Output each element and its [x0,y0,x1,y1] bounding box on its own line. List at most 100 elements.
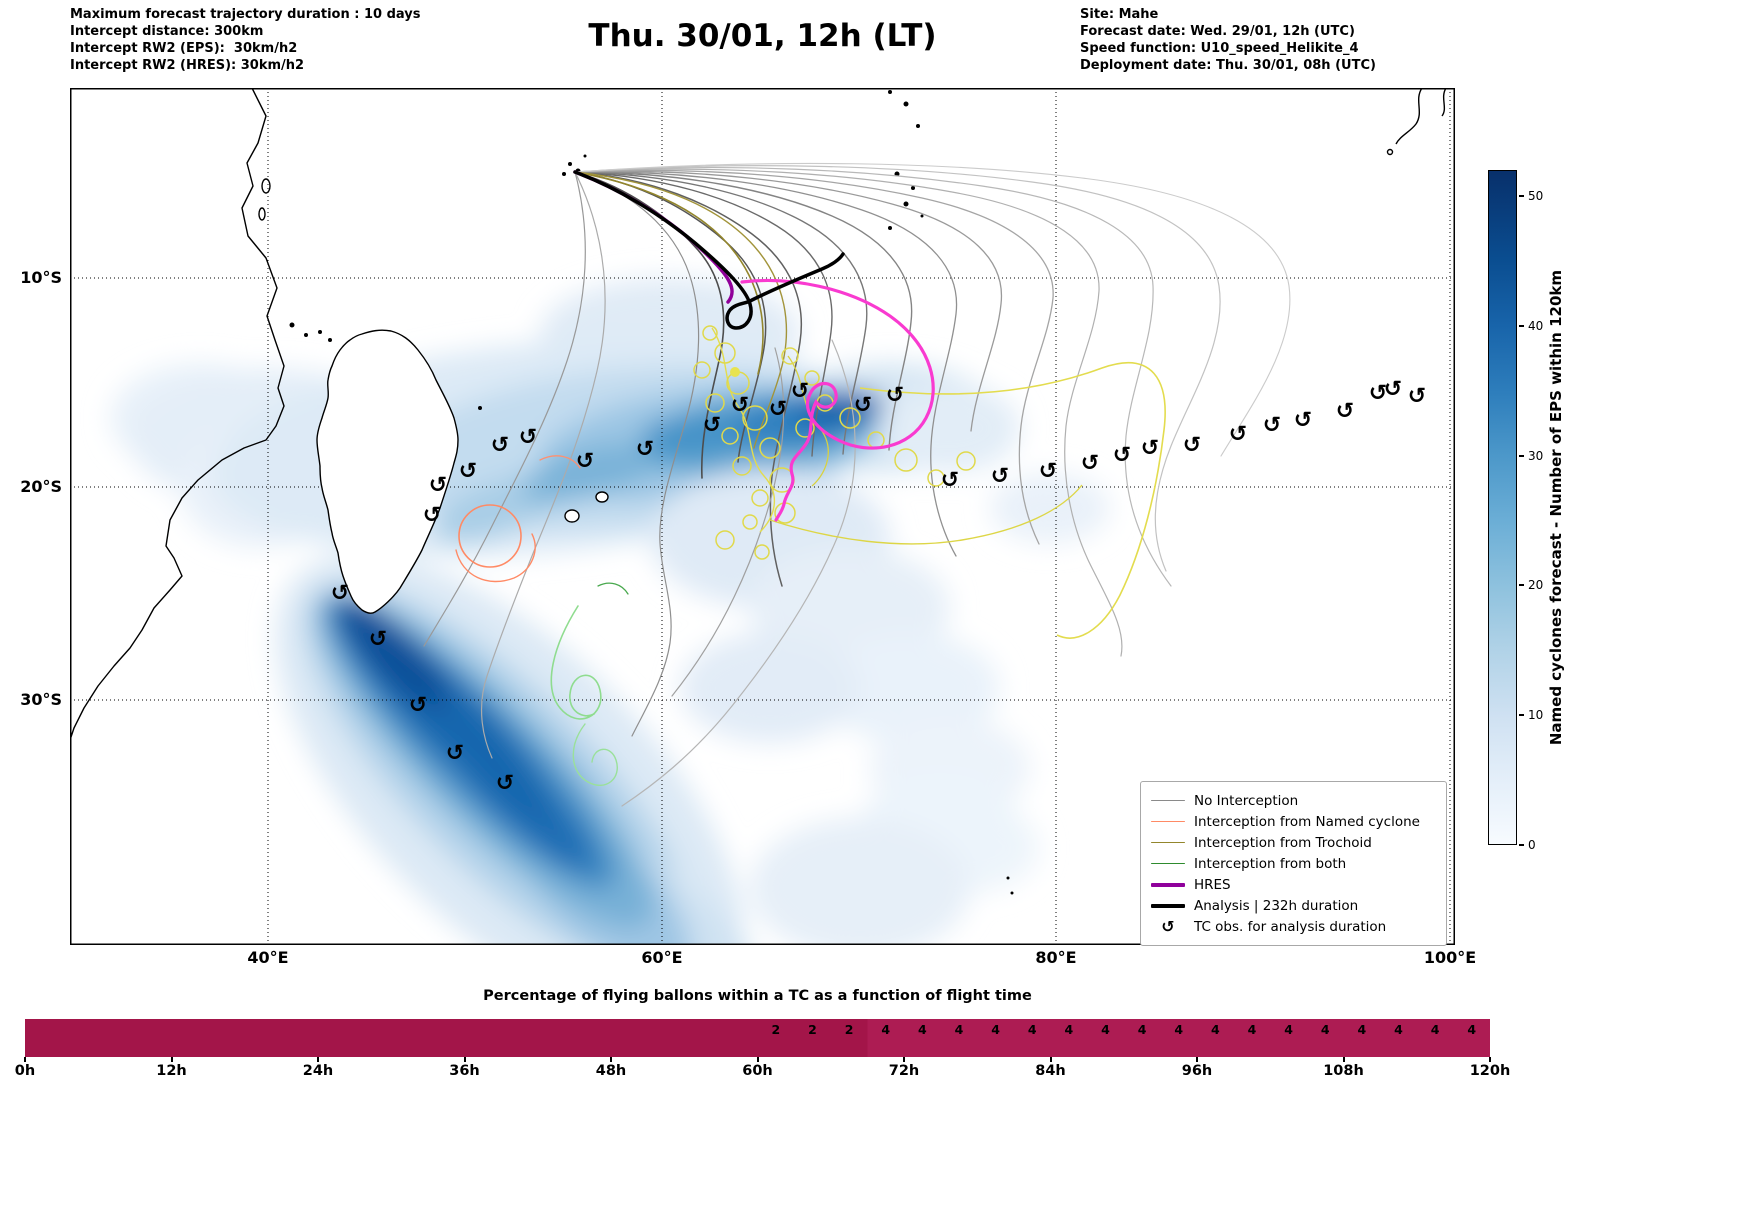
map-svg: ↺↺↺↺ ↺↺ ↺↺↺ ↺↺↺ ↺↺ ↺ ↺ ↺ ↺ ↺ ↺ ↺ ↺ ↺ ↺↺↺ ↺↺↺↺↺↺ [69,87,1455,1050]
speed-function-text: Speed function: U10_speed_Helikite_4 [1080,41,1359,56]
bottom-axis-tick-label: 24h [302,1063,334,1079]
colorbar-tick-label: 30 [1519,449,1543,463]
legend-item: Interception from both [1151,853,1436,874]
tc-obs-icon: ↺ [576,449,594,474]
bar-bin-count: 4 [917,1022,927,1037]
bottom-axis-tick [903,1057,905,1062]
tc-obs-icon: ↺ [1183,433,1201,458]
legend-label: HRES [1194,876,1231,893]
tc-obs-icon: ↺ [369,627,387,652]
bar-bin-count: 4 [1284,1022,1293,1037]
legend-item: Analysis | 232h duration [1151,895,1436,916]
bottom-axis-tick-label: 120h [1469,1063,1511,1079]
tc-obs-icon: ↺ [446,741,464,766]
bar-bin-count: 4 [1064,1022,1074,1037]
colorbar-tick-label: 20 [1519,578,1543,592]
intercept-rw2-eps-text: Intercept RW2 (EPS): 30km/h2 [70,41,298,56]
colorbar-label: Named cyclones forecast - Number of EPS … [1547,269,1565,746]
y-tick-20s: 20°S [20,477,62,496]
forecast-date-text: Forecast date: Wed. 29/01, 12h (UTC) [1080,24,1355,39]
bar-bin-count: 4 [1101,1022,1110,1037]
tc-obs-icon: ↺ [636,437,654,462]
intercept-rw2-hres-text: Intercept RW2 (HRES): 30km/h2 [70,58,305,73]
tc-obs-icon: ↺ [1081,451,1099,476]
tc-obs-icon: ↺ [409,693,427,718]
legend-label: No Interception [1194,792,1299,809]
tc-obs-icon: ↺ [1384,377,1402,402]
bar-bin-count: 4 [1394,1022,1403,1037]
legend-line-swatch [1151,903,1185,908]
tc-obs-icon: ↺ [886,383,904,408]
mauritius-island [595,491,609,503]
bar-bin-count: 4 [1247,1022,1257,1037]
trochoid-marker-dot [730,367,740,377]
bottom-axis-tick [24,1057,26,1062]
tc-obs-icon: ↺ [491,433,509,458]
africa-coastline [69,87,285,741]
bottom-axis-tick-label: 36h [449,1063,480,1079]
tc-obs-icon: ↺ [703,413,721,438]
coastlines [69,87,1447,741]
legend-line-swatch [1151,841,1185,844]
legend-label: TC obs. for analysis duration [1194,918,1387,935]
tc-obs-icon: ↺ [1161,916,1175,936]
bottom-axis-tick [1489,1057,1491,1062]
intercept-distance-text: Intercept distance: 300km [70,24,264,39]
analysis-track [573,170,845,330]
tc-obs-icon: ↺ [769,397,787,422]
tc-obs-icon: ↺ [1294,408,1312,433]
y-tick-30s: 30°S [20,690,62,709]
legend-line-swatch [1151,862,1185,865]
bottom-axis-tick [317,1057,319,1062]
named-cyclone-track [740,278,935,522]
colorbar [1488,170,1517,845]
legend-label: Interception from both [1194,855,1347,872]
deployment-date-text: Deployment date: Thu. 30/01, 08h (UTC) [1080,58,1376,73]
bottom-axis-tick-label: 0h [14,1063,36,1079]
bar-bin-count: 2 [844,1022,854,1037]
bar-bin-count: 4 [1174,1022,1184,1037]
map-border [70,88,1455,945]
bar-bin-count: 4 [1027,1022,1037,1037]
tc-obs-icon: ↺ [519,425,537,450]
colorbar-tick-label: 50 [1519,189,1543,203]
bar-bin-count: 2 [771,1022,781,1037]
colorbar-tick-label: 10 [1519,708,1543,722]
tc-obs-layer: ↺↺↺↺ ↺↺ ↺↺↺ ↺↺↺ ↺↺ ↺ ↺ ↺ ↺ ↺ ↺ ↺ ↺ ↺ ↺↺↺ ↺↺↺↺↺↺ [331,377,1426,796]
bottom-axis-tick-label: 72h [888,1063,920,1079]
colorbar-tick-label: 0 [1519,838,1536,852]
gridlines [70,88,1455,945]
legend-line-swatch [1151,882,1185,887]
bar-bin-count: 4 [1430,1022,1440,1037]
sumatra-coast-fragment [1395,87,1423,145]
legend-item: Interception from Trochoid [1151,832,1436,853]
legend-item: No Interception [1151,790,1436,811]
bottom-axis-tick-label: 108h [1323,1063,1364,1079]
tc-obs-icon: ↺ [1113,443,1131,468]
tc-obs-icon: ↺ [429,473,447,498]
legend-item: Interception from Named cyclone [1151,811,1436,832]
map-panel: ↺ ↺ ↺ ↺ ↺ ↺ ↺ ↺ ↺ ↺ ↺ ↺ ↺ ↺ ↺ ↺ ↺ ↺ ↺ ↺ ↺ ↺ ↺ ↺ ↺ ↺ ↺ ↺ ↺ ↺ ↺ ↺ [69,87,1455,1050]
tc-obs-icon: ↺ [791,379,809,404]
x-tick-80e: 80°E [1035,948,1077,967]
bottom-axis-tick-label: 96h [1181,1063,1213,1079]
bottom-axis-tick [463,1057,466,1062]
y-tick-10s: 10°S [20,268,62,287]
bar-bin-count: 2 [808,1022,817,1037]
pemba-island [258,207,266,221]
tc-obs-icon: ↺ [1263,413,1281,438]
bar-bin-count: 4 [1467,1022,1477,1037]
bar-bin-count: 4 [954,1022,964,1037]
eps-density-shading [110,278,1110,1050]
x-tick-40e: 40°E [247,948,289,967]
tc-obs-icon: ↺ [1408,384,1426,409]
legend-label: Interception from Named cyclone [1194,813,1420,830]
tc-obs-icon: ↺ [1336,399,1354,424]
legend-item: ↺ TC obs. for analysis duration [1151,916,1436,937]
tc-obs-icon: ↺ [1141,436,1159,461]
figure-title: Thu. 30/01, 12h (LT) [588,18,937,54]
tc-obs-icon: ↺ [459,459,477,484]
bottom-axis-tick [1196,1057,1198,1062]
legend-box: No Interception Interception from Named c… [1140,781,1447,946]
